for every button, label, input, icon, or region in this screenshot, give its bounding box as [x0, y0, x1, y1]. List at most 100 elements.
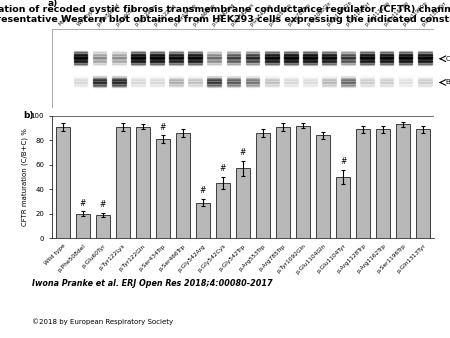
- Bar: [265, 52, 279, 54]
- Bar: [379, 63, 393, 64]
- Text: ©2018 by European Respiratory Society: ©2018 by European Respiratory Society: [32, 319, 173, 325]
- Bar: [188, 54, 202, 55]
- Bar: [246, 78, 260, 79]
- Text: p.Glu1104Tyr: p.Glu1104Tyr: [345, 1, 371, 27]
- Bar: [265, 59, 279, 61]
- Text: Mock: Mock: [58, 15, 70, 27]
- Bar: [379, 79, 393, 80]
- Text: #: #: [99, 200, 106, 209]
- Bar: [418, 57, 432, 58]
- Bar: [169, 55, 183, 56]
- Bar: [322, 64, 336, 65]
- Text: p.Arg785Trp: p.Arg785Trp: [287, 2, 312, 27]
- Bar: [226, 57, 240, 58]
- Bar: [207, 52, 221, 54]
- Bar: [246, 63, 260, 64]
- Bar: [169, 64, 183, 65]
- Bar: [246, 79, 260, 80]
- Bar: [341, 50, 355, 51]
- Bar: [93, 59, 107, 61]
- Bar: [418, 54, 432, 55]
- Bar: [399, 50, 413, 51]
- Bar: [207, 88, 221, 89]
- Bar: [150, 58, 164, 59]
- Bar: [207, 79, 221, 80]
- Bar: [73, 86, 87, 88]
- Bar: [399, 86, 413, 88]
- Bar: [284, 79, 298, 80]
- Bar: [188, 83, 202, 84]
- Bar: [246, 51, 260, 52]
- Bar: [150, 57, 164, 58]
- Bar: [360, 88, 374, 89]
- Bar: [360, 79, 374, 80]
- Bar: [399, 78, 413, 79]
- Bar: [303, 50, 317, 51]
- Bar: [131, 88, 145, 89]
- Bar: [265, 79, 279, 80]
- Bar: [379, 82, 393, 83]
- Bar: [135, 127, 150, 238]
- Bar: [360, 59, 374, 61]
- Bar: [379, 78, 393, 79]
- Bar: [399, 80, 413, 82]
- Bar: [246, 82, 260, 83]
- Bar: [236, 168, 250, 238]
- Bar: [376, 129, 391, 238]
- Bar: [341, 59, 355, 61]
- Bar: [341, 63, 355, 64]
- Bar: [93, 85, 107, 86]
- Bar: [399, 85, 413, 86]
- Bar: [226, 75, 240, 76]
- Bar: [303, 82, 317, 83]
- Text: p.Tyr122Lys: p.Tyr122Lys: [134, 3, 158, 27]
- Bar: [284, 88, 298, 89]
- Bar: [284, 76, 298, 77]
- Bar: [418, 86, 432, 88]
- Bar: [418, 51, 432, 52]
- Bar: [360, 61, 374, 62]
- Bar: [284, 83, 298, 84]
- Bar: [418, 63, 432, 64]
- Bar: [322, 82, 336, 83]
- Bar: [150, 65, 164, 67]
- Bar: [265, 78, 279, 79]
- Bar: [169, 51, 183, 52]
- Bar: [303, 61, 317, 62]
- Text: p.Gly542Arg: p.Gly542Arg: [211, 2, 236, 27]
- Bar: [418, 64, 432, 65]
- Bar: [188, 57, 202, 58]
- Bar: [322, 85, 336, 86]
- Text: #: #: [80, 199, 86, 208]
- Bar: [284, 59, 298, 61]
- Bar: [131, 79, 145, 80]
- Bar: [360, 82, 374, 83]
- Bar: [399, 82, 413, 83]
- Bar: [169, 54, 183, 55]
- Bar: [188, 58, 202, 59]
- Bar: [150, 79, 164, 80]
- Bar: [284, 55, 298, 56]
- Bar: [93, 61, 107, 62]
- Bar: [112, 80, 126, 82]
- Bar: [112, 86, 126, 88]
- Bar: [188, 75, 202, 76]
- Bar: [303, 57, 317, 58]
- Bar: [284, 51, 298, 52]
- Bar: [246, 55, 260, 56]
- Bar: [188, 76, 202, 77]
- Bar: [150, 80, 164, 82]
- Bar: [226, 88, 240, 89]
- Bar: [246, 85, 260, 86]
- Bar: [73, 63, 87, 64]
- Bar: [112, 54, 126, 55]
- Bar: [399, 59, 413, 61]
- Bar: [76, 214, 90, 238]
- Bar: [341, 78, 355, 79]
- Bar: [207, 51, 221, 52]
- Bar: [112, 85, 126, 86]
- Bar: [169, 63, 183, 64]
- Bar: [360, 76, 374, 77]
- Bar: [150, 85, 164, 86]
- Bar: [418, 82, 432, 83]
